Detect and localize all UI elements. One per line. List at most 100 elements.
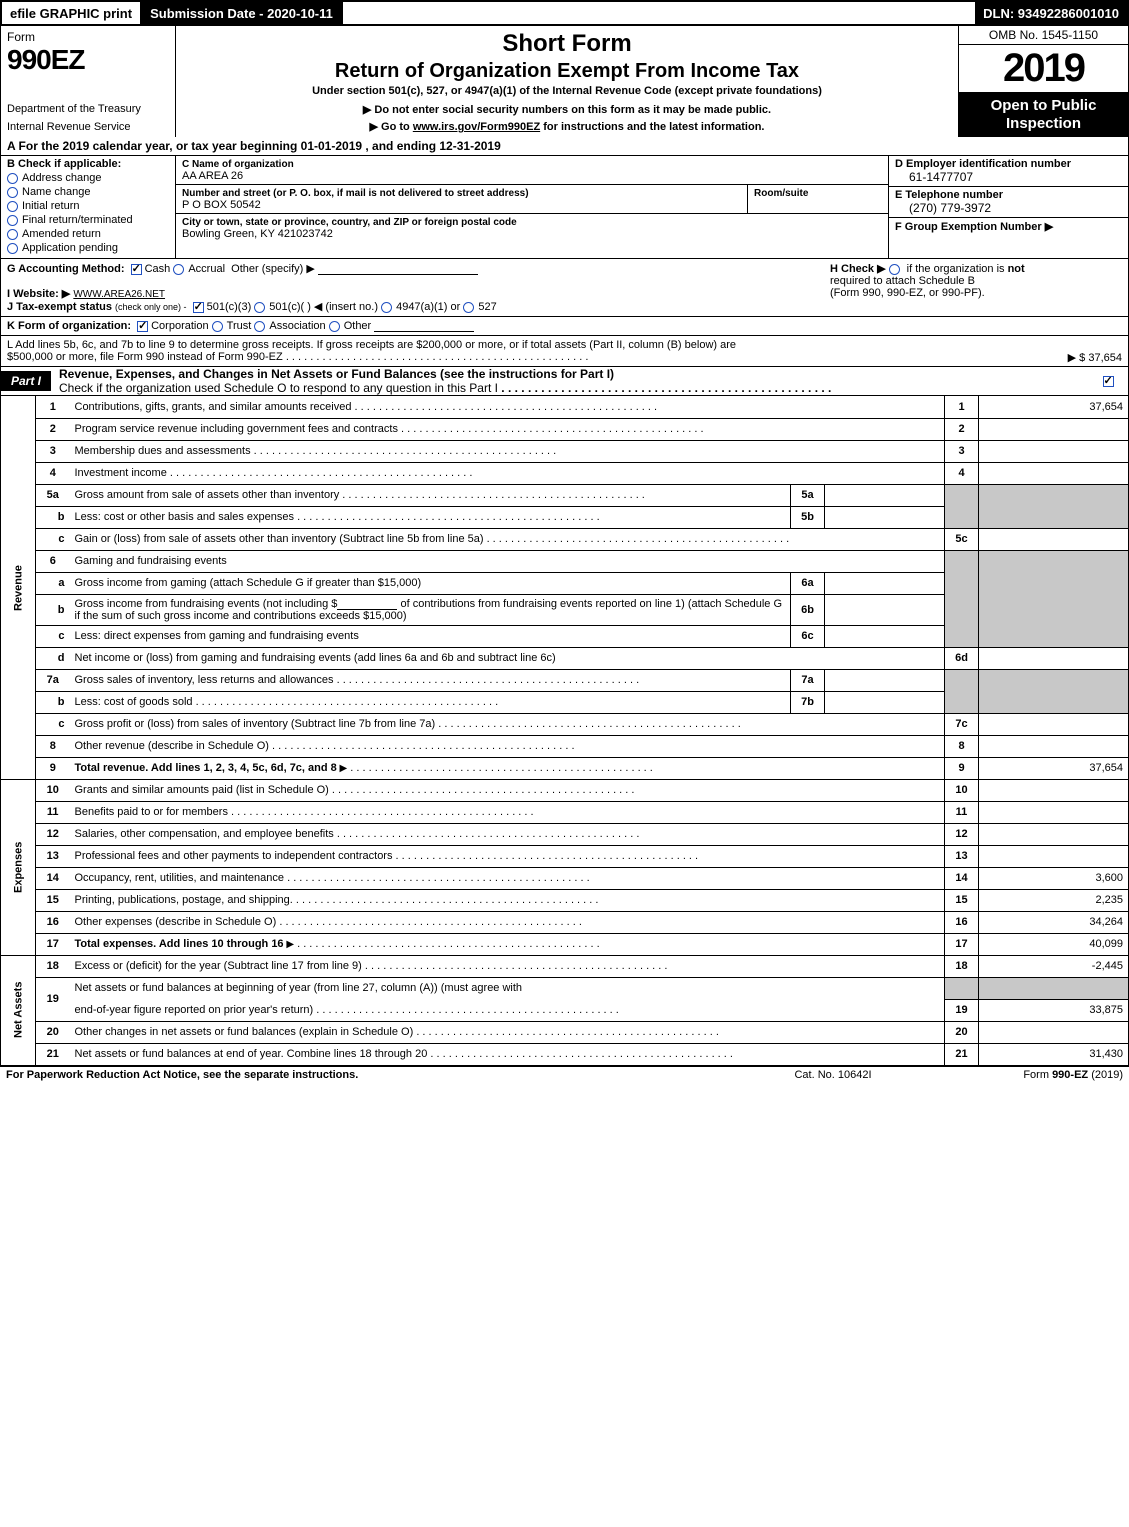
chk-trust[interactable] (212, 321, 223, 332)
group-exemption-label: F Group Exemption Number ▶ (895, 221, 1053, 233)
chk-h[interactable] (889, 264, 900, 275)
line-desc: Total expenses. Add lines 10 through 16 (75, 938, 284, 950)
line-value (979, 845, 1129, 867)
line-desc: Other revenue (describe in Schedule O) (75, 740, 269, 752)
col-no: 20 (945, 1021, 979, 1043)
col-no: 5c (945, 528, 979, 550)
chk-501c[interactable] (254, 302, 265, 313)
line-no: 3 (36, 440, 70, 462)
city-label: City or town, state or province, country… (182, 217, 517, 228)
goto-post: for instructions and the latest informat… (540, 121, 764, 133)
chk-label: Application pending (22, 242, 118, 254)
line-value: 34,264 (979, 911, 1129, 933)
ein-cell: D Employer identification number 61-1477… (889, 156, 1128, 187)
line-no: 5a (36, 484, 70, 506)
line-desc: Other changes in net assets or fund bala… (75, 1026, 414, 1038)
line-desc: Gaming and fundraising events (75, 555, 227, 567)
line-no: 11 (36, 801, 70, 823)
row-6: 6 Gaming and fundraising events (1, 550, 1129, 572)
city-value: Bowling Green, KY 421023742 (182, 228, 333, 240)
chk-cash[interactable] (131, 264, 142, 275)
row-10: Expenses 10 Grants and similar amounts p… (1, 779, 1129, 801)
group-exemption-cell: F Group Exemption Number ▶ (889, 218, 1128, 258)
row-g-h: G Accounting Method: Cash Accrual Other … (0, 259, 1129, 317)
line-no: b (36, 506, 70, 528)
line-value (979, 1021, 1129, 1043)
line-no: b (36, 691, 70, 713)
section-k: K Form of organization: Corporation Trus… (0, 317, 1129, 336)
chk-final-return[interactable]: Final return/terminated (7, 214, 169, 226)
header-right: OMB No. 1545-1150 2019 Open to Public In… (958, 26, 1128, 137)
expenses-sidebar: Expenses (1, 779, 36, 955)
part1-checkbox-cell (1088, 375, 1128, 387)
return-title: Return of Organization Exempt From Incom… (184, 60, 950, 83)
line-value (979, 440, 1129, 462)
other-org-line[interactable] (374, 320, 474, 332)
row-15: 15 Printing, publications, postage, and … (1, 889, 1129, 911)
submission-date-button[interactable]: Submission Date - 2020-10-11 (142, 2, 343, 24)
do-not-text: ▶ Do not enter social security numbers o… (184, 103, 950, 116)
col-no: 14 (945, 867, 979, 889)
chk-association[interactable] (254, 321, 265, 332)
line-no: 15 (36, 889, 70, 911)
line-value (979, 823, 1129, 845)
chk-accrual[interactable] (173, 264, 184, 275)
other-specify-line[interactable] (318, 263, 478, 275)
chk-name-change[interactable]: Name change (7, 186, 169, 198)
line-desc: Professional fees and other payments to … (75, 850, 393, 862)
opt-other-org: Other (344, 320, 372, 332)
row-12: 12 Salaries, other compensation, and emp… (1, 823, 1129, 845)
chk-amended-return[interactable]: Amended return (7, 228, 169, 240)
chk-501c3[interactable] (193, 302, 204, 313)
tax-year: 2019 (959, 45, 1128, 93)
efile-print-button[interactable]: efile GRAPHIC print (2, 2, 142, 24)
phone-value: (270) 779-3972 (895, 201, 991, 215)
col-no: 8 (945, 735, 979, 757)
chk-application-pending[interactable]: Application pending (7, 242, 169, 254)
row-6d: d Net income or (loss) from gaming and f… (1, 647, 1129, 669)
mini-value (825, 669, 945, 691)
chk-527[interactable] (463, 302, 474, 313)
row-20: 20 Other changes in net assets or fund b… (1, 1021, 1129, 1043)
website-link[interactable]: WWW.AREA26.NET (73, 289, 165, 300)
line-no: 16 (36, 911, 70, 933)
goto-link[interactable]: www.irs.gov/Form990EZ (413, 121, 540, 133)
line-desc: Gross amount from sale of assets other t… (75, 489, 340, 501)
line-no: 9 (36, 757, 70, 779)
h-not: not (1008, 263, 1025, 275)
chk-schedule-o[interactable] (1103, 376, 1114, 387)
dept-treasury: Department of the Treasury (7, 103, 169, 115)
line-desc: Contributions, gifts, grants, and simila… (75, 401, 352, 413)
row-9: 9 Total revenue. Add lines 1, 2, 3, 4, 5… (1, 757, 1129, 779)
chk-4947[interactable] (381, 302, 392, 313)
chk-address-change[interactable]: Address change (7, 172, 169, 184)
phone-cell: E Telephone number (270) 779-3972 (889, 187, 1128, 218)
mini-no: 6b (791, 594, 825, 625)
chk-label: Initial return (22, 200, 79, 212)
opt-501c: 501(c)( ) ◀ (insert no.) (269, 301, 378, 313)
grey-cell (945, 484, 979, 528)
line-value: 40,099 (979, 933, 1129, 955)
line-no: 20 (36, 1021, 70, 1043)
col-no: 18 (945, 955, 979, 977)
line-no: 14 (36, 867, 70, 889)
chk-initial-return[interactable]: Initial return (7, 200, 169, 212)
chk-corporation[interactable] (137, 321, 148, 332)
line-desc: Gross income from fundraising events (no… (75, 598, 338, 610)
line-value (979, 801, 1129, 823)
row-21: 21 Net assets or fund balances at end of… (1, 1043, 1129, 1065)
footer-formref: Form 990-EZ (2019) (923, 1069, 1123, 1081)
footer-paperwork: For Paperwork Reduction Act Notice, see … (6, 1069, 743, 1081)
l-text1: L Add lines 5b, 6c, and 7b to line 9 to … (7, 339, 736, 351)
form-header: Form 990EZ Department of the Treasury In… (0, 26, 1129, 137)
street-value: P O BOX 50542 (182, 199, 261, 211)
mini-no: 7b (791, 691, 825, 713)
grey-cell (979, 484, 1129, 528)
org-name-cell: C Name of organization AA AREA 26 (176, 156, 888, 185)
opt-4947: 4947(a)(1) or (396, 301, 460, 313)
chk-other-org[interactable] (329, 321, 340, 332)
mini-value (825, 594, 945, 625)
col-no: 1 (945, 396, 979, 418)
chk-label: Amended return (22, 228, 101, 240)
line-value (979, 779, 1129, 801)
